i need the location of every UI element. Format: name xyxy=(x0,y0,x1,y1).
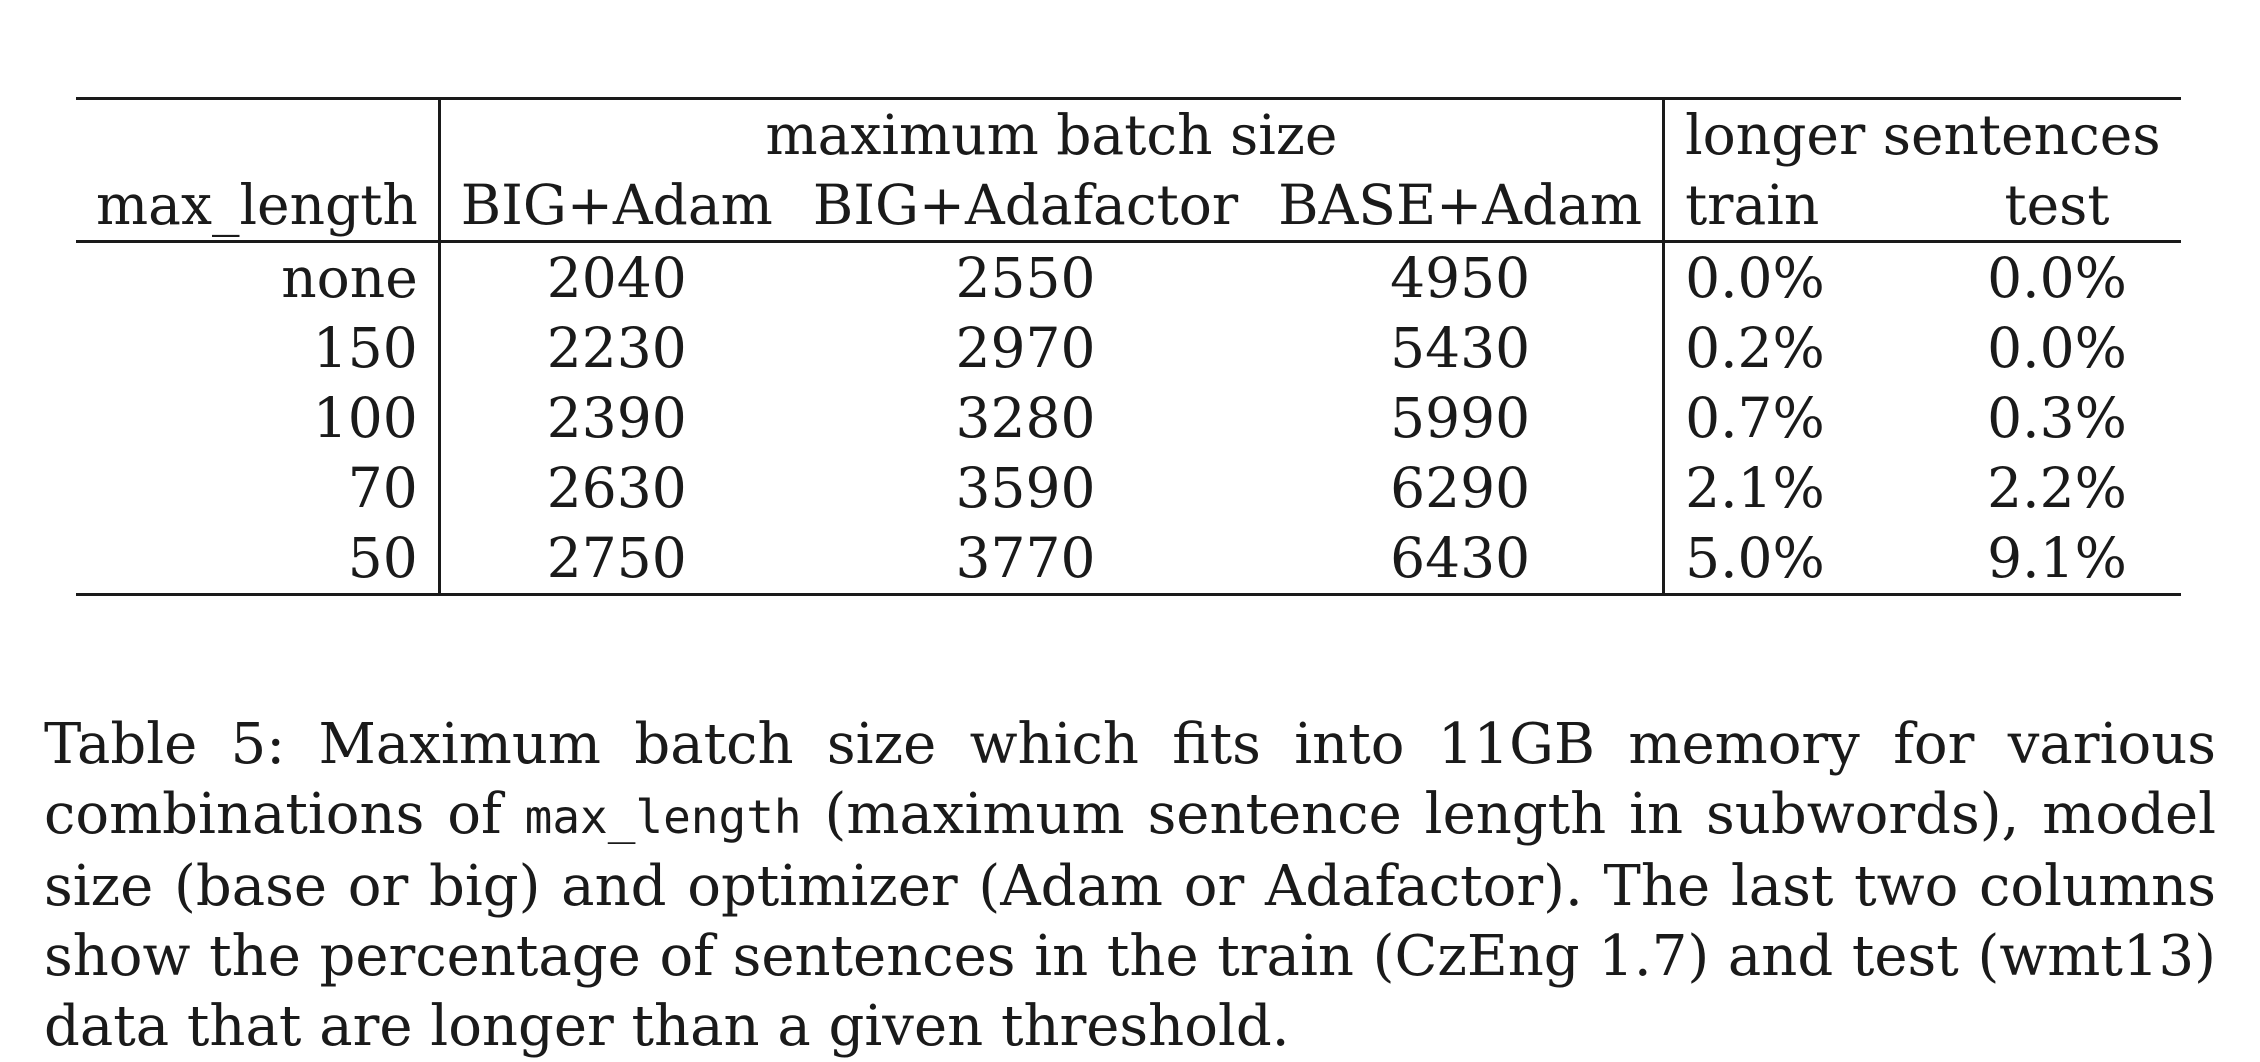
table-cell: 2.1% xyxy=(1685,456,1825,520)
table-row: 150 2230 2970 5430 0.2% 0.0% xyxy=(76,313,2181,383)
column-header: train xyxy=(1685,173,1820,237)
column-header: BIG+Adam xyxy=(460,173,773,237)
table-cell: 0.0% xyxy=(1933,240,2181,313)
table-cell: 0.2% xyxy=(1685,316,1825,380)
table-cell: 4950 xyxy=(1258,240,1666,313)
table-cell: 150 xyxy=(76,313,441,383)
table-cell: 6290 xyxy=(1258,453,1666,523)
table-cell: 0.3% xyxy=(1987,386,2127,450)
table-cell: 9.1% xyxy=(1933,523,2181,596)
table-cell: 100 xyxy=(76,383,441,453)
results-table-container: maximum batch size longer sentences max_… xyxy=(76,97,2181,596)
table-cell: 0.0% xyxy=(1987,316,2127,380)
table-cell: 6430 xyxy=(1258,523,1666,596)
table-cell: 3280 xyxy=(955,386,1096,450)
table-cell: 5990 xyxy=(1258,383,1666,453)
table-row: none 2040 2550 4950 0.0% 0.0% xyxy=(76,240,2181,313)
column-header: BIG+Adafactor xyxy=(812,173,1239,237)
table-cell: 2.2% xyxy=(1987,456,2127,520)
table-cell: none xyxy=(76,240,441,313)
table-cell: 0.0% xyxy=(1663,240,1934,313)
caption-text-start: Table 5: Maximum batch size which fits i… xyxy=(44,712,2216,847)
table-cell: 3770 xyxy=(792,523,1259,596)
batch-size-table: maximum batch size longer sentences max_… xyxy=(76,97,2181,596)
table-cell: 2630 xyxy=(546,456,687,520)
caption-text-end: (maximum sentence length in subwords), m… xyxy=(44,782,2216,1059)
group-header-row: maximum batch size longer sentences xyxy=(76,97,2181,170)
column-header: test xyxy=(2004,173,2110,237)
table-cell: 2970 xyxy=(955,316,1096,380)
column-header-row: max_length BIG+Adam BIG+Adafactor BASE+A… xyxy=(76,170,2181,242)
table-row: 100 2390 3280 5990 0.7% 0.3% xyxy=(76,383,2181,453)
group-header-batch: maximum batch size xyxy=(439,97,1666,170)
table-cell: 0.7% xyxy=(1685,386,1825,450)
table-cell: 2550 xyxy=(792,240,1259,313)
group-header-longer: longer sentences xyxy=(1663,97,2181,170)
table-row: 70 2630 3590 6290 2.1% 2.2% xyxy=(76,453,2181,523)
table-cell: 2750 xyxy=(439,523,793,596)
table-caption: Table 5: Maximum batch size which fits i… xyxy=(44,710,2216,1062)
table-cell: 2390 xyxy=(546,386,687,450)
caption-code-max-length: max_length xyxy=(524,790,802,844)
header-empty-cell xyxy=(76,97,441,170)
table-cell: 2230 xyxy=(546,316,687,380)
table-row: 50 2750 3770 6430 5.0% 9.1% xyxy=(76,523,2181,596)
table-cell: 5430 xyxy=(1258,313,1666,383)
table-cell: 2040 xyxy=(439,240,793,313)
table-cell: 70 xyxy=(76,453,441,523)
table-cell: 5.0% xyxy=(1663,523,1934,596)
table-cell: 50 xyxy=(76,523,441,596)
column-header: max_length xyxy=(76,170,441,242)
column-header: BASE+Adam xyxy=(1258,170,1666,242)
table-cell: 3590 xyxy=(955,456,1096,520)
